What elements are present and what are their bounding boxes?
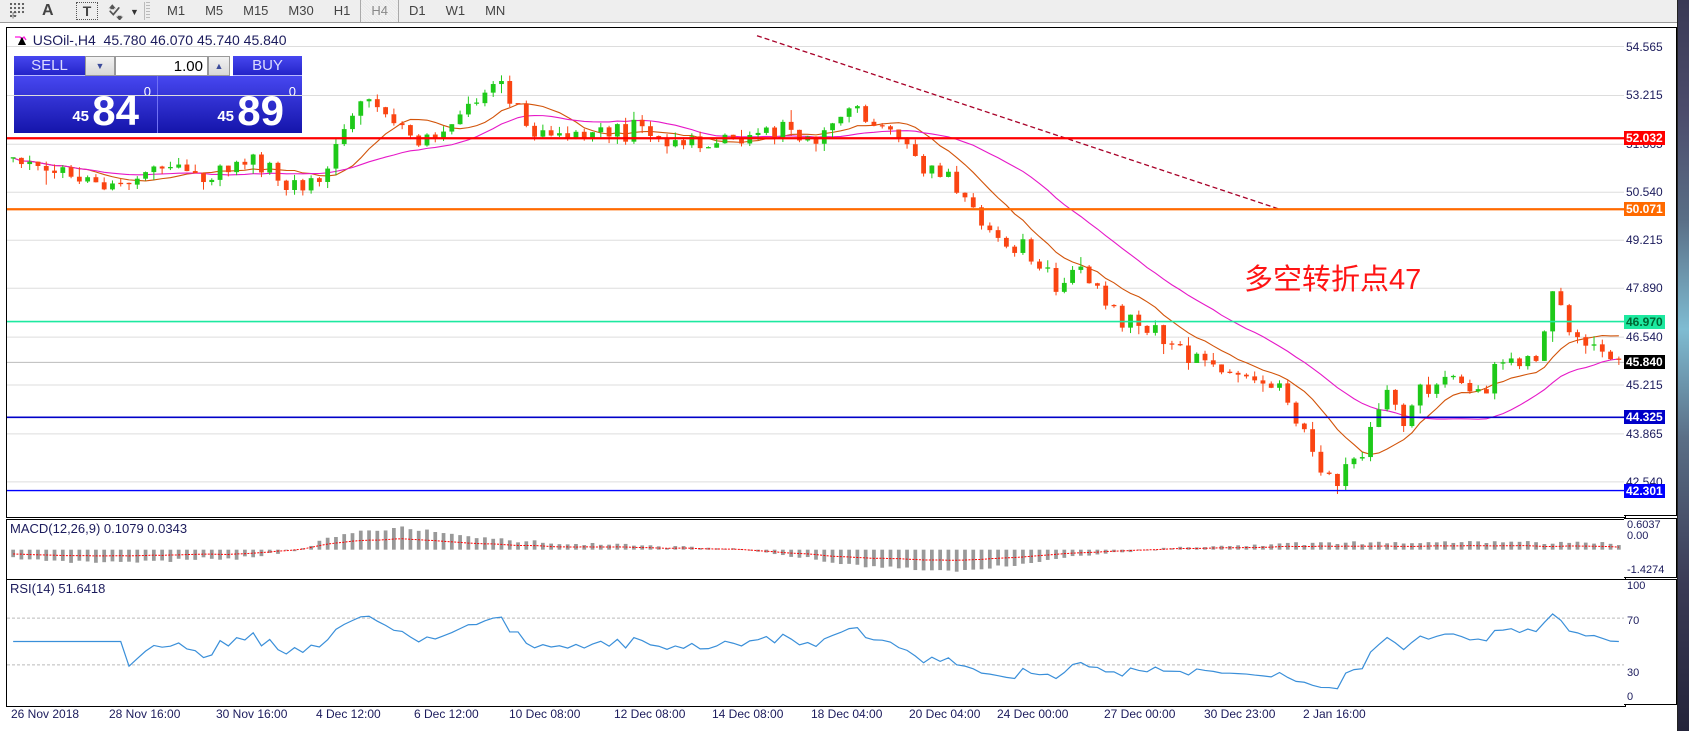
svg-text:F: F [12, 12, 17, 20]
